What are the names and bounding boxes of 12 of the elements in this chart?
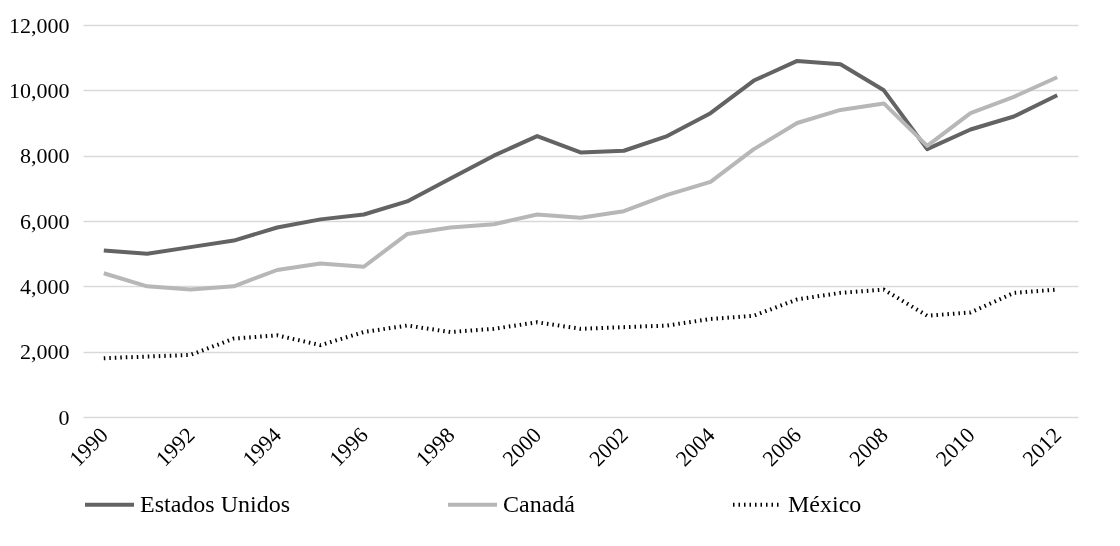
line-series — [101, 58, 1060, 256]
line-series — [101, 75, 1060, 292]
y-tick-label: 4,000 — [20, 273, 70, 299]
y-tick-label: 2,000 — [20, 339, 70, 365]
y-tick-label: 6,000 — [20, 208, 70, 234]
y-tick-label: 10,000 — [9, 77, 70, 103]
legend-label: México — [788, 490, 862, 517]
legend-label: Canadá — [503, 490, 576, 517]
y-tick-label: 0 — [58, 404, 70, 430]
legend-label: Estados Unidos — [140, 490, 290, 517]
y-tick-label: 12,000 — [9, 12, 70, 38]
y-tick-label: 8,000 — [20, 143, 70, 169]
